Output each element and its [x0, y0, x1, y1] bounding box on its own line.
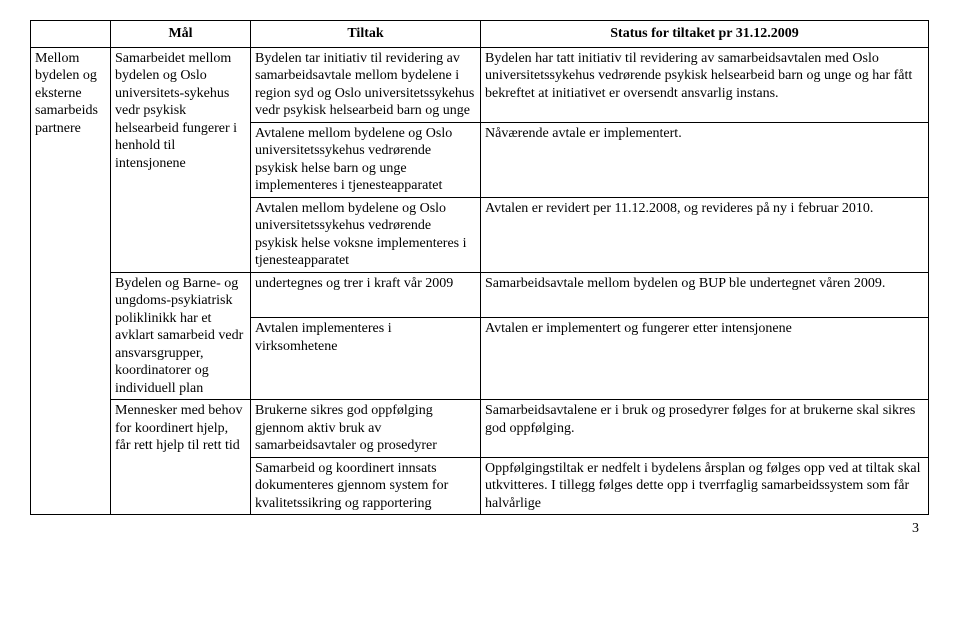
cell-action: undertegnes og trer i kraft vår 2009 — [251, 272, 481, 318]
cell-status: Avtalen er implementert og fungerer ette… — [481, 318, 929, 400]
cell-goal: Bydelen og Barne- og ungdoms-psykiatrisk… — [111, 272, 251, 400]
cell-goal: Mennesker med behov for koordinert hjelp… — [111, 400, 251, 515]
cell-action: Samarbeid og koordinert innsats dokument… — [251, 457, 481, 515]
header-col-4: Status for tiltaket pr 31.12.2009 — [481, 21, 929, 48]
header-col-2: Mål — [111, 21, 251, 48]
header-col-3: Tiltak — [251, 21, 481, 48]
cell-partner: Mellom bydelen og eksterne samarbeids pa… — [31, 47, 111, 515]
table-row: Bydelen og Barne- og ungdoms-psykiatrisk… — [31, 272, 929, 318]
cell-action: Avtalene mellom bydelene og Oslo univers… — [251, 122, 481, 197]
cell-action: Avtalen implementeres i virksomhetene — [251, 318, 481, 400]
cell-status: Avtalen er revidert per 11.12.2008, og r… — [481, 197, 929, 272]
table-row: Mellom bydelen og eksterne samarbeids pa… — [31, 47, 929, 122]
page-number: 3 — [30, 521, 929, 537]
header-col-1 — [31, 21, 111, 48]
cell-status: Samarbeidsavtalene er i bruk og prosedyr… — [481, 400, 929, 458]
cell-status: Oppfølgingstiltak er nedfelt i bydelens … — [481, 457, 929, 515]
cell-status: Bydelen har tatt initiativ til reviderin… — [481, 47, 929, 122]
table-header-row: Mål Tiltak Status for tiltaket pr 31.12.… — [31, 21, 929, 48]
table-body: Mellom bydelen og eksterne samarbeids pa… — [31, 47, 929, 515]
cell-goal: Samarbeidet mellom bydelen og Oslo unive… — [111, 47, 251, 272]
cell-action: Brukerne sikres god oppfølging gjennom a… — [251, 400, 481, 458]
cell-action: Avtalen mellom bydelene og Oslo universi… — [251, 197, 481, 272]
cell-action: Bydelen tar initiativ til revidering av … — [251, 47, 481, 122]
cell-status: Nåværende avtale er implementert. — [481, 122, 929, 197]
cell-status: Samarbeidsavtale mellom bydelen og BUP b… — [481, 272, 929, 318]
table-row: Mennesker med behov for koordinert hjelp… — [31, 400, 929, 458]
status-table: Mål Tiltak Status for tiltaket pr 31.12.… — [30, 20, 929, 515]
